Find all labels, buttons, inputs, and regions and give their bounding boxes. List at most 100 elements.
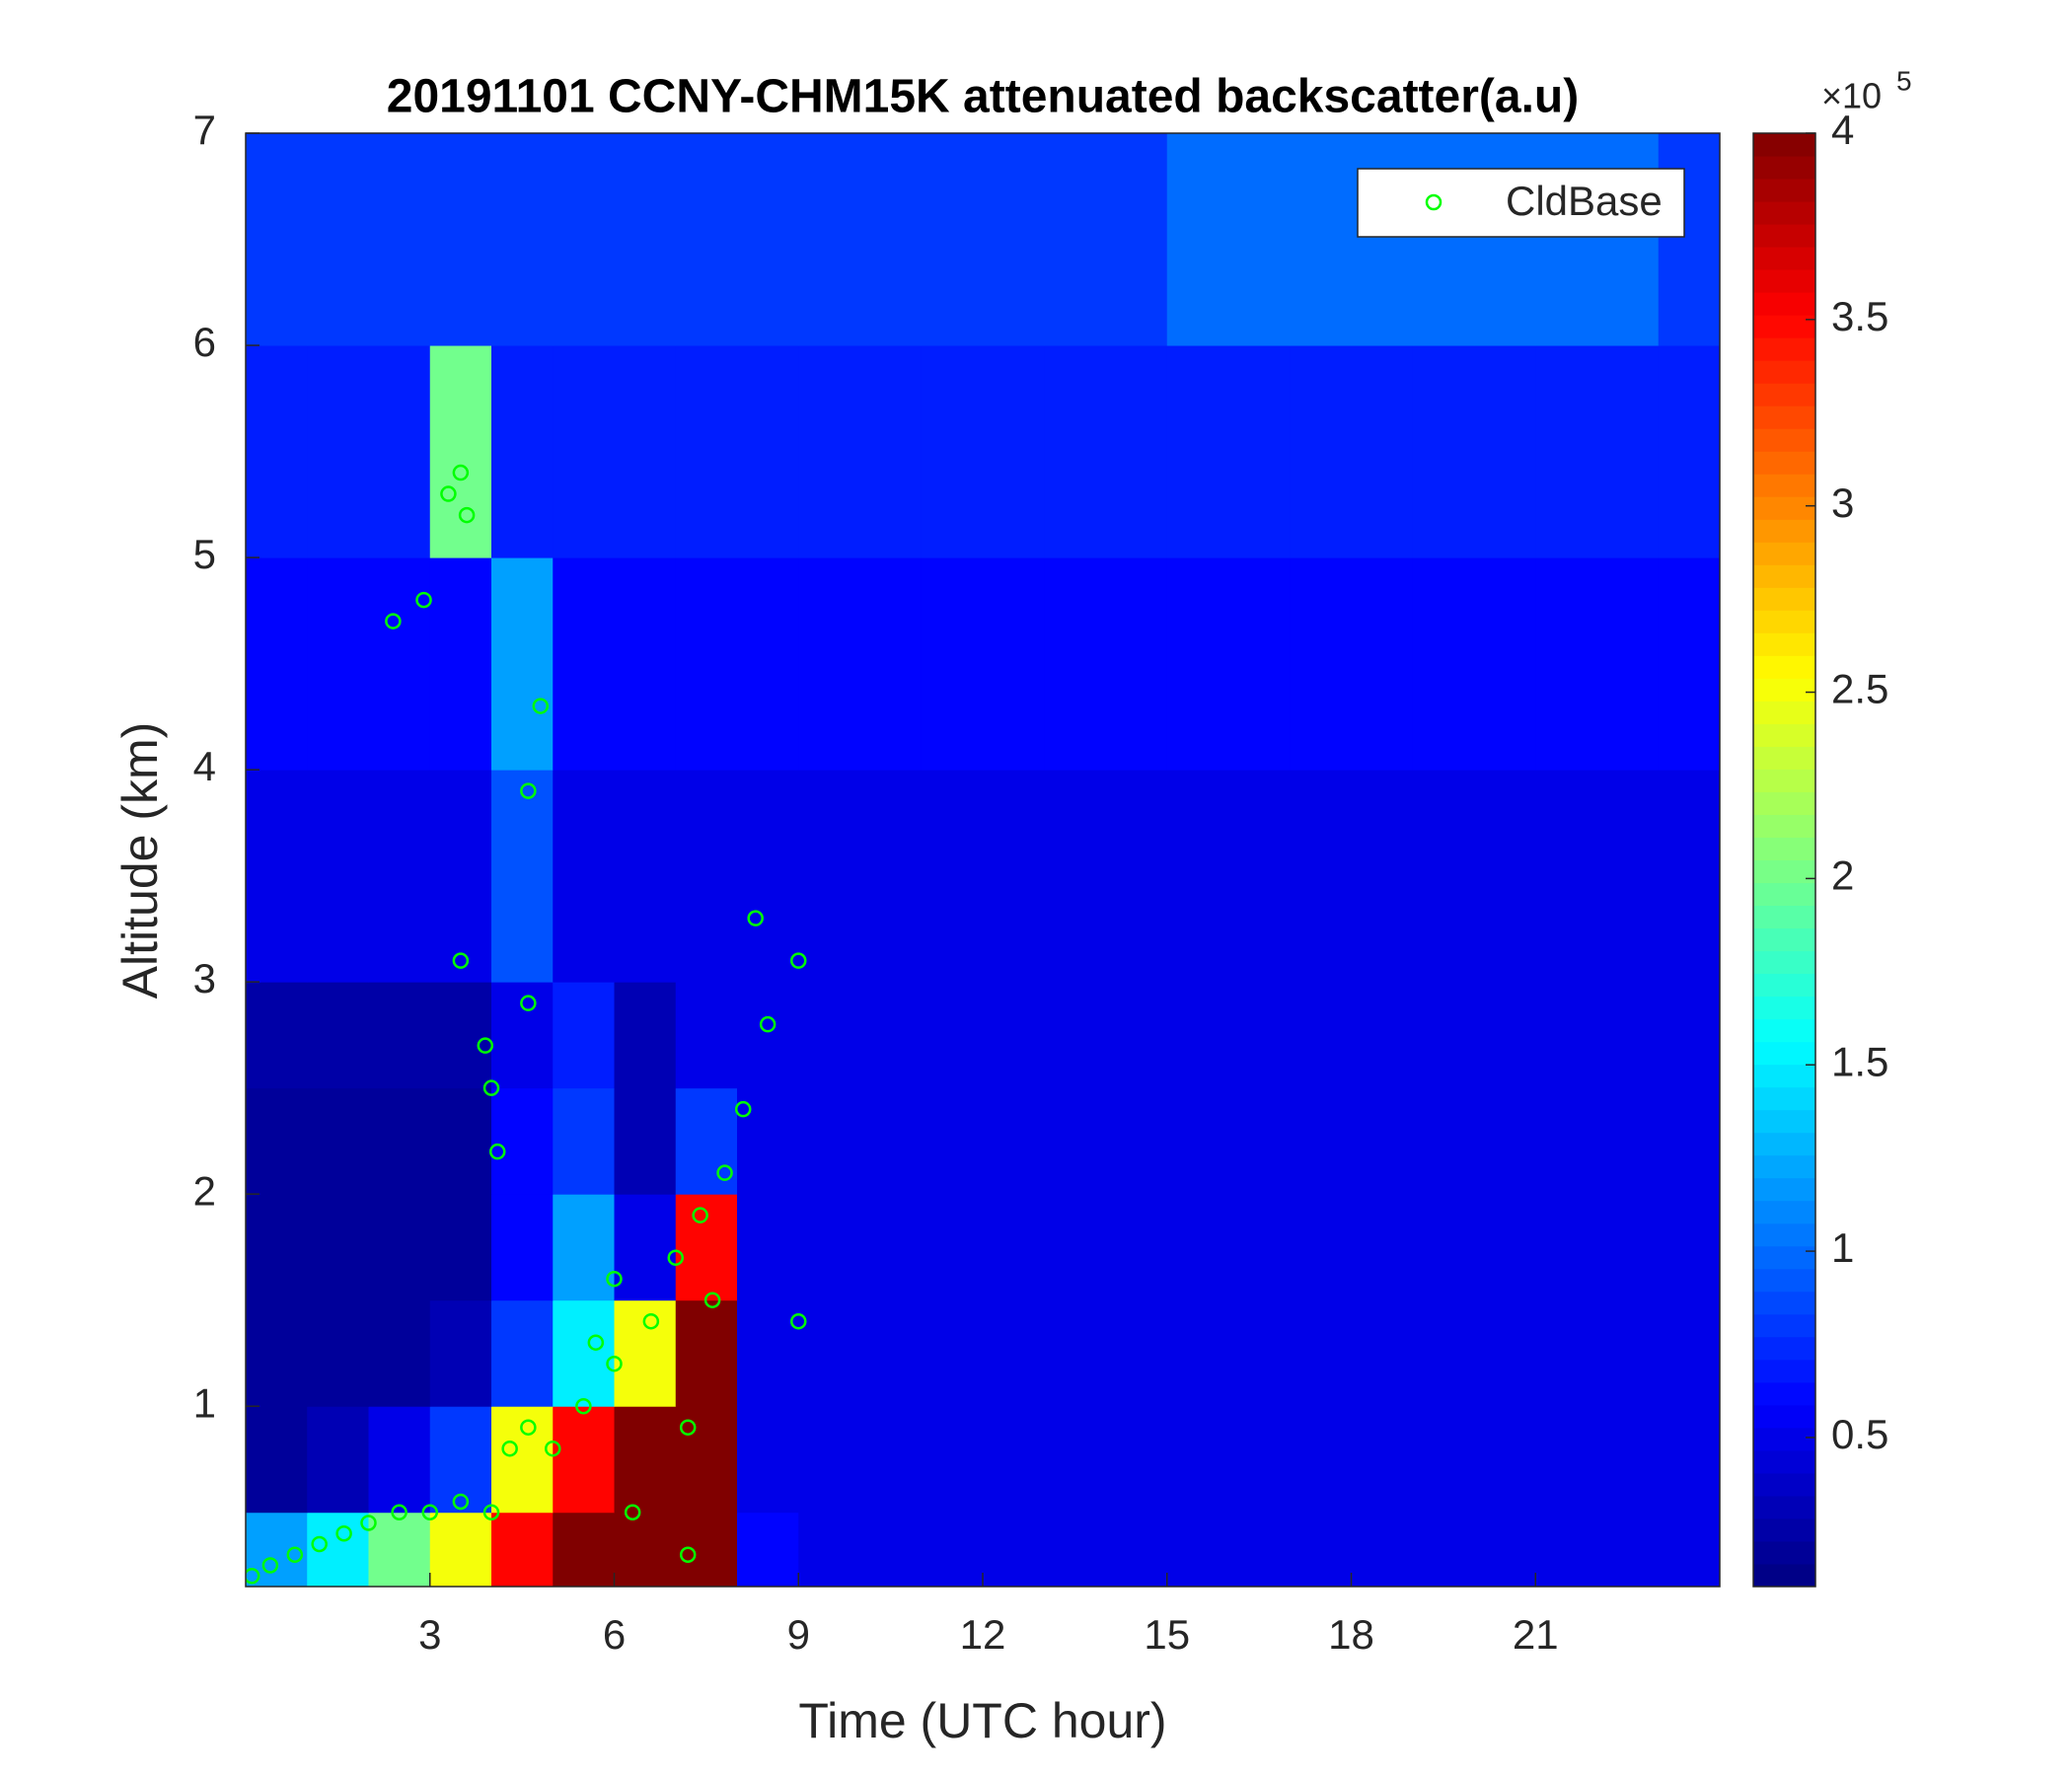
heatmap-cell [675,1299,738,1407]
heatmap-cell [1535,557,1597,771]
heatmap-cell [553,1512,615,1587]
colorbar-swatch [1753,859,1815,884]
colorbar-swatch [1753,1268,1815,1293]
heatmap-cell [368,982,431,1089]
heatmap-cell [675,1406,738,1514]
heatmap-cell [368,345,431,558]
heatmap-cell [553,1406,615,1514]
colorbar-multiplier: ×10 [1821,76,1882,116]
heatmap-cell [859,133,923,346]
heatmap-cell [491,1299,554,1407]
heatmap-cell [737,982,799,1089]
heatmap-cell [307,1087,369,1195]
scatter [246,464,807,1585]
heatmap-cell [491,1087,554,1195]
heatmap-cell [1658,557,1720,771]
heatmap-cell [491,345,554,558]
cloud-base-point [667,1249,684,1266]
colorbar-swatch [1753,723,1815,747]
heatmap-cell [1596,1299,1660,1407]
cloud-base-point [790,952,807,969]
heatmap-cell [491,1512,554,1587]
heatmap-cell [1351,770,1414,983]
cloud-base-point [482,1504,500,1520]
heatmap-cell [246,557,308,771]
colorbar-swatch [1753,814,1815,838]
heatmap-cell [1535,1194,1597,1301]
heatmap-cell [675,557,738,771]
heatmap-cell [1105,133,1168,346]
heatmap-cell [983,1512,1045,1587]
heatmap-cell [983,345,1045,558]
heatmap-cell [553,133,615,346]
heatmap-cell [737,1512,799,1587]
heatmap-cell [1351,345,1414,558]
heatmap-cell [1535,1299,1597,1407]
heatmap-cell [1044,1406,1106,1514]
colorbar-swatch [1753,1177,1815,1202]
heatmap-cell [675,770,738,983]
cloud-base-point [734,1100,752,1118]
heatmap-cell [798,1406,860,1514]
heatmap-cell [1596,345,1660,558]
heatmap-cell [1290,557,1352,771]
heatmap-cell [1351,1512,1414,1587]
heatmap-cell [491,770,554,983]
colorbar-swatch [1753,610,1815,633]
heatmap-cell [921,1299,984,1407]
colorbar-swatch [1753,1086,1815,1111]
heatmap-cell [1596,1512,1660,1587]
heatmap-cell [1658,770,1720,983]
chart-title: 20191101 CCNY-CHM15K attenuated backscat… [387,71,1579,123]
heatmap-cell [614,345,677,558]
heatmap-cell [859,770,923,983]
heatmap-cell [1351,982,1414,1089]
heatmap-cell [1290,345,1352,558]
heatmap-cell [1166,1087,1229,1195]
heatmap-cell [553,557,615,771]
heatmap-cell [675,982,738,1089]
heatmap-cell [1351,557,1414,771]
heatmap-cell [1658,1406,1720,1514]
heatmap-cell [1290,1194,1352,1301]
heatmap-cell [307,345,369,558]
heatmap-cell [983,557,1045,771]
heatmap-cell [1044,1087,1106,1195]
heatmap-cell [859,557,923,771]
heatmap-cell [1105,1512,1168,1587]
colorbar-swatch [1753,247,1815,270]
heatmap-cell [1105,1406,1168,1514]
colorbar-tick-label: 3.5 [1831,293,1888,339]
heatmap-cell [798,345,860,558]
heatmap-cell [675,1512,738,1587]
heatmap-cell [1535,345,1597,558]
colorbar-swatch [1753,632,1815,656]
heatmap-cell [1474,1087,1536,1195]
cloud-base-point [679,1419,697,1436]
heatmap-cell [1412,1299,1475,1407]
heatmap-cell [737,1087,799,1195]
heatmap-cell [553,982,615,1089]
heatmap-cell [1228,770,1291,983]
heatmap-cell [246,982,308,1089]
heatmap-cell [307,133,369,346]
heatmap-cell [1044,770,1106,983]
heatmap-cell [614,557,677,771]
colorbar-swatch [1753,1495,1815,1519]
heatmap-cell [1351,1087,1414,1195]
heatmap-cell [737,345,799,558]
colorbar-swatch [1753,950,1815,975]
cloud-base-point [703,1292,721,1308]
heatmap-cell [675,345,738,558]
heatmap-cell [307,770,369,983]
colorbar-swatch [1753,1404,1815,1429]
colorbar-swatch [1753,927,1815,952]
heatmap-cell [1658,982,1720,1089]
cloud-base-point [790,1312,807,1330]
cloud-base-point [335,1524,352,1542]
colorbar-swatch [1753,292,1815,316]
heatmap-cell [246,1194,308,1301]
heatmap-cell [1105,770,1168,983]
cloud-base-point [458,506,476,524]
heatmap-cell [1596,133,1660,346]
